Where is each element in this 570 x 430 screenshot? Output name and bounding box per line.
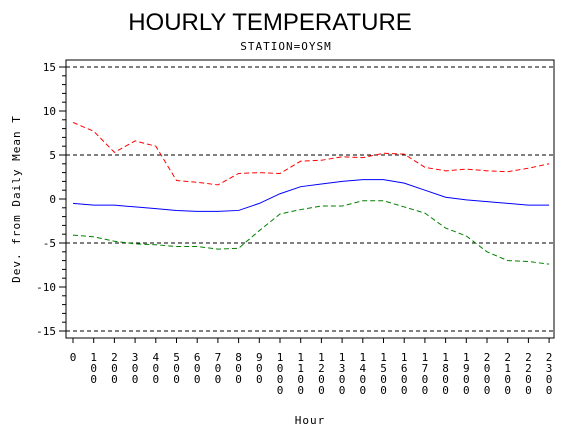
y-tick-label: 15 [43, 61, 56, 74]
series-line-2 [72, 179, 550, 212]
x-axis: 0 1 0 0 2 0 0 3 0 0 4 0 0 5 0 0 6 0 0 7 0 0 8 0 0 9 0 0 1 0 0 0 1 1 0 0 1 2 0 0… [70, 338, 553, 397]
y-tick-label: -5 [43, 237, 56, 250]
y-tick-label: 0 [49, 193, 56, 206]
y-axis: -15 -10 -5 0 5 10 15 [36, 61, 66, 338]
chart-title: HOURLY TEMPERATURE [128, 9, 412, 36]
plot-frame [65, 59, 555, 339]
reference-lines [66, 66, 554, 332]
y-tick-label: 5 [49, 149, 56, 162]
x-tick-label: 0 [70, 351, 77, 364]
y-tick-label: 10 [43, 105, 56, 118]
y-axis-label: Dev. from Daily Mean T [10, 115, 23, 283]
chart-subtitle: STATION=OYSM [240, 40, 331, 53]
x-axis-label: Hour [295, 414, 326, 427]
series-line-1 [72, 121, 550, 186]
data-series [72, 121, 550, 265]
y-tick-label: -10 [36, 281, 56, 294]
y-tick-label: -15 [36, 325, 56, 338]
series-line-3 [72, 200, 550, 265]
